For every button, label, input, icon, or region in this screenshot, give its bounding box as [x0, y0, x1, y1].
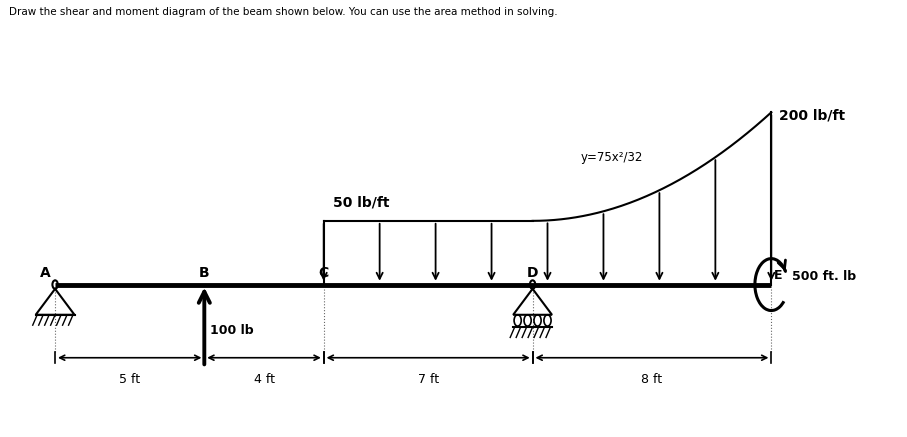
Text: 500 ft. lb: 500 ft. lb: [792, 270, 856, 283]
Text: 50 lb/ft: 50 lb/ft: [333, 196, 389, 210]
Text: D: D: [527, 267, 539, 281]
Text: 5 ft: 5 ft: [119, 373, 141, 386]
Text: 100 lb: 100 lb: [210, 324, 253, 337]
Text: 8 ft: 8 ft: [641, 373, 662, 386]
Text: C: C: [318, 267, 328, 281]
Text: 7 ft: 7 ft: [417, 373, 439, 386]
Text: y=75x²/32: y=75x²/32: [580, 150, 643, 163]
Text: B: B: [199, 267, 210, 281]
Text: A: A: [40, 267, 51, 281]
Text: Draw the shear and moment diagram of the beam shown below. You can use the area : Draw the shear and moment diagram of the…: [9, 7, 558, 17]
Text: E: E: [775, 269, 783, 282]
Text: 200 lb/ft: 200 lb/ft: [779, 108, 845, 122]
Text: 4 ft: 4 ft: [253, 373, 275, 386]
